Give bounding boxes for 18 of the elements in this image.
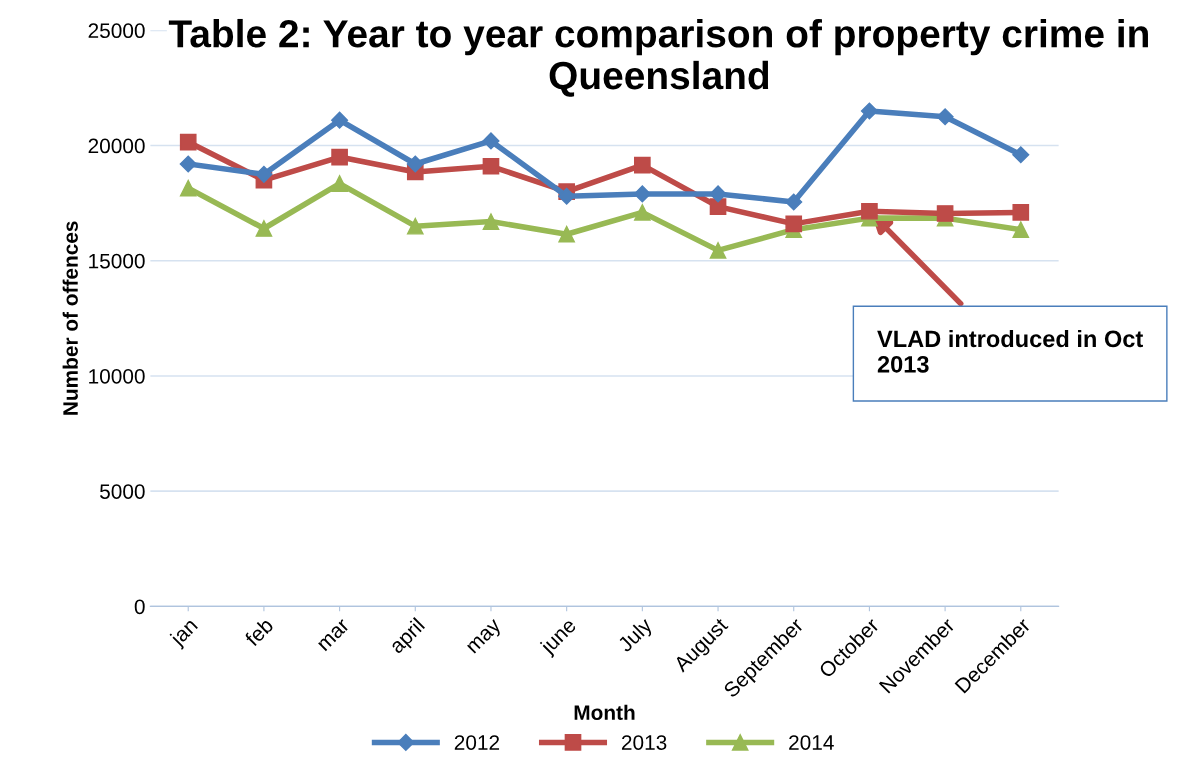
y-tick-label: 5000 [100,484,145,499]
y-tick-label: 15000 [89,253,145,269]
x-tick-label: mar [317,619,351,652]
y-tick-label: 10000 [89,368,145,384]
y-tick-label: 20000 [88,138,145,154]
x-tick-label: feb [243,616,275,648]
y-axis-title: Number of offences [62,221,78,415]
legend-label: 2014 [789,735,834,750]
x-tick-label: jan [168,617,201,650]
chart-title: Table 2: Year to year comparison of property crime in Queensland [168,18,1148,97]
legend-label: 2012 [454,735,500,750]
x-axis-title: Month [574,704,635,720]
y-tick-label: 0 [134,599,145,615]
x-tick-label: July [616,616,657,656]
legend-label: 2013 [621,735,667,750]
annotation: VLAD introduced in Oct 2013 [877,329,1143,373]
x-tick-label: may [466,618,505,657]
y-tick-label: 25000 [88,23,145,39]
